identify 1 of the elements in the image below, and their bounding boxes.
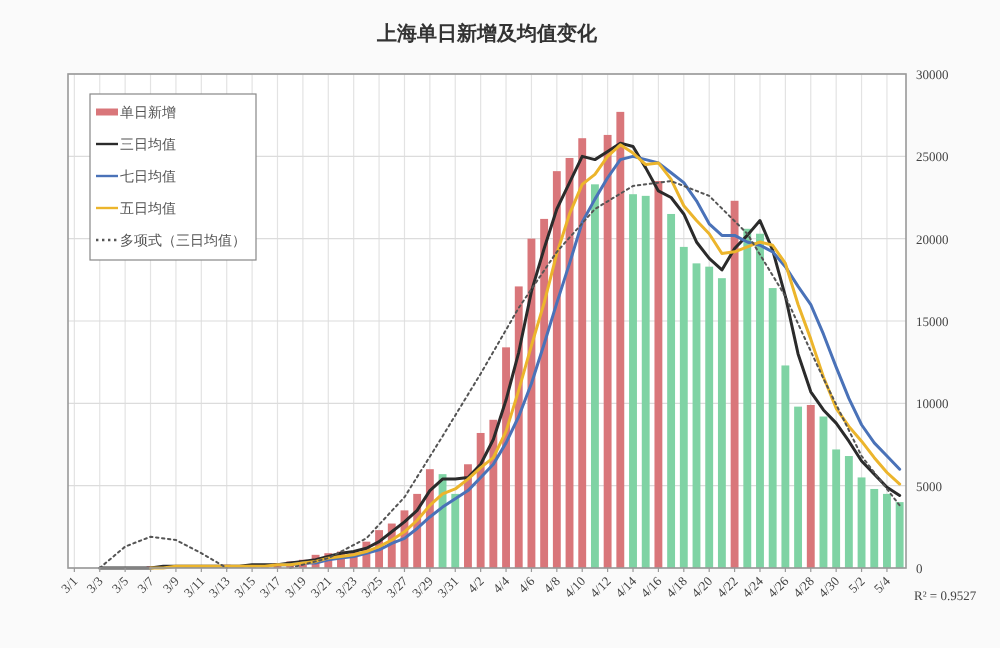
chart-title: 上海单日新增及均值变化: [375, 22, 599, 46]
